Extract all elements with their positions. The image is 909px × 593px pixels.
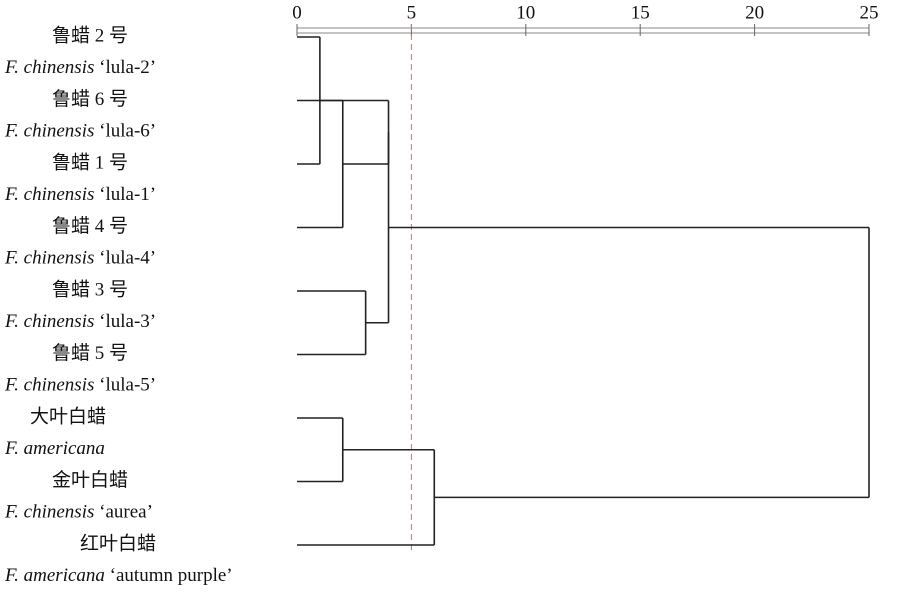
- x-tick-label: 10: [516, 2, 535, 23]
- cultivar-name: ‘lula-2’: [99, 57, 156, 78]
- species-name: F. americana: [4, 438, 105, 459]
- cultivar-name: ‘lula-4’: [99, 248, 156, 269]
- cultivar-name: ‘lula-5’: [99, 375, 156, 396]
- species-name: F. chinensis: [4, 248, 94, 269]
- species-name: F. chinensis: [4, 311, 94, 332]
- leaf-label-en: F. chinensis ‘lula-5’: [4, 375, 156, 396]
- leaf-label-en: F. chinensis ‘lula-1’: [4, 184, 156, 205]
- species-name: F. americana: [4, 565, 105, 586]
- x-tick-label: 20: [745, 2, 764, 23]
- leaf-label-en: F. americana: [4, 438, 105, 459]
- species-name: F. chinensis: [4, 375, 94, 396]
- leaf-label-zh: 红叶白蜡: [80, 532, 156, 554]
- leaf-label-zh: 鲁蜡 5 号: [52, 342, 128, 364]
- leaf-label-zh: 鲁蜡 2 号: [52, 24, 128, 46]
- cultivar-name: ‘lula-3’: [99, 311, 156, 332]
- species-name: F. chinensis: [4, 184, 94, 205]
- leaf-label-zh: 金叶白蜡: [52, 469, 128, 491]
- leaf-label-zh: 大叶白蜡: [30, 405, 106, 427]
- cultivar-name: ‘aurea’: [99, 502, 153, 523]
- species-name: F. chinensis: [4, 121, 94, 142]
- leaf-label-zh: 鲁蜡 3 号: [52, 278, 128, 300]
- leaf-label-zh: 鲁蜡 6 号: [52, 88, 128, 110]
- species-name: F. chinensis: [4, 57, 94, 78]
- x-tick-label: 5: [407, 2, 417, 23]
- cultivar-name: ‘lula-6’: [99, 121, 156, 142]
- leaf-label-en: F. chinensis ‘lula-6’: [4, 121, 156, 142]
- x-tick-label: 15: [631, 2, 650, 23]
- leaf-label-zh: 鲁蜡 1 号: [52, 151, 128, 173]
- cultivar-name: ‘lula-1’: [99, 184, 156, 205]
- cultivar-name: ‘autumn purple’: [110, 565, 233, 586]
- leaf-label-en: F. chinensis ‘aurea’: [4, 502, 153, 523]
- leaf-label-en: F. chinensis ‘lula-4’: [4, 248, 156, 269]
- leaf-label-en: F. americana ‘autumn purple’: [4, 565, 233, 586]
- species-name: F. chinensis: [4, 502, 94, 523]
- leaf-label-zh: 鲁蜡 4 号: [52, 215, 128, 237]
- leaf-label-en: F. chinensis ‘lula-3’: [4, 311, 156, 332]
- leaf-label-en: F. chinensis ‘lula-2’: [4, 57, 156, 78]
- x-tick-label: 0: [292, 2, 302, 23]
- x-tick-label: 25: [860, 2, 879, 23]
